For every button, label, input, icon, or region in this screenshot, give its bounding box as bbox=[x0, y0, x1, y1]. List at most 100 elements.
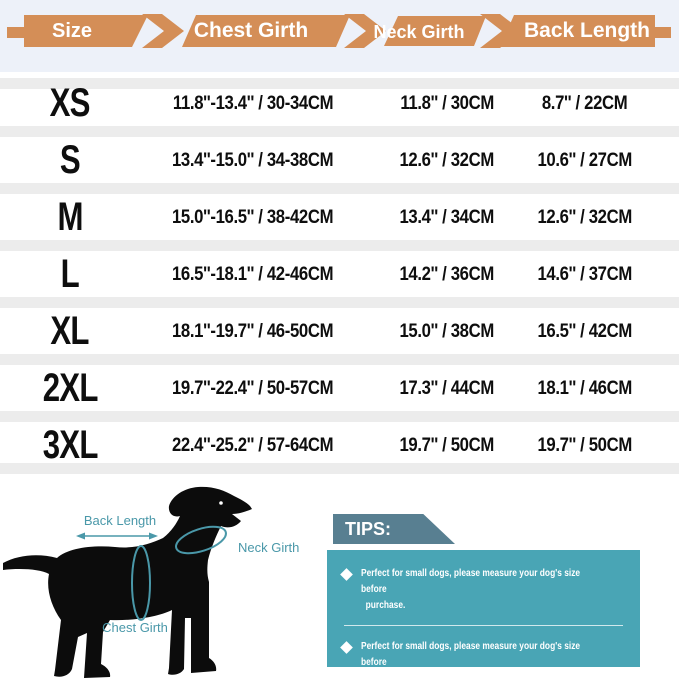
back-length-value: 19.7'' / 50CM bbox=[537, 434, 633, 456]
chest-girth-arc bbox=[131, 545, 151, 621]
ribbon-band-size bbox=[24, 15, 148, 47]
table-row: 3XL 22.4''-25.2'' / 57-64CM 19.7'' / 50C… bbox=[0, 419, 679, 472]
row-divider bbox=[0, 240, 679, 251]
back-length-value: 16.5'' / 42CM bbox=[537, 320, 633, 342]
neck-girth-cell: 11.8'' / 30CM bbox=[352, 77, 542, 130]
tip-text: Perfect for small dogs, please measure y… bbox=[361, 641, 581, 684]
row-divider bbox=[0, 78, 679, 89]
chest-girth-cell: 15.0''-16.5'' / 38-42CM bbox=[118, 191, 388, 244]
row-divider bbox=[0, 411, 679, 422]
tip-text: Perfect for small dogs, please measure y… bbox=[361, 568, 581, 611]
arrowhead-right-icon bbox=[149, 532, 158, 540]
ribbon-right-tab bbox=[655, 27, 671, 38]
neck-girth-cell: 19.7'' / 50CM bbox=[352, 419, 542, 472]
tip-item: Perfect for small dogs, please measure y… bbox=[327, 550, 640, 614]
back-length-value: 14.6'' / 37CM bbox=[537, 263, 633, 285]
neck-girth-value: 12.6'' / 32CM bbox=[399, 149, 495, 171]
table-row: M 15.0''-16.5'' / 38-42CM 13.4'' / 34CM … bbox=[0, 191, 679, 244]
column-header-size: Size bbox=[51, 20, 93, 42]
tip-item: Perfect for small dogs, please measure y… bbox=[327, 626, 640, 684]
back-length-cell: 12.6'' / 32CM bbox=[500, 191, 670, 244]
neck-girth-value: 11.8'' / 30CM bbox=[400, 92, 494, 114]
neck-girth-cell: 17.3'' / 44CM bbox=[352, 362, 542, 415]
tips-title: TIPS: bbox=[345, 519, 392, 539]
table-row: XS 11.8''-13.4'' / 30-34CM 11.8'' / 30CM… bbox=[0, 77, 679, 130]
neck-girth-value: 14.2'' / 36CM bbox=[399, 263, 495, 285]
chest-girth-cell: 11.8''-13.4'' / 30-34CM bbox=[118, 77, 388, 130]
tips-divider bbox=[344, 625, 623, 626]
back-length-cell: 10.6'' / 27CM bbox=[500, 134, 670, 187]
size-cell: 3XL bbox=[0, 419, 140, 472]
neck-girth-annotation: Neck Girth bbox=[238, 540, 300, 555]
tips-panel: Perfect for small dogs, please measure y… bbox=[327, 550, 640, 684]
neck-girth-arc bbox=[175, 525, 227, 555]
table-row: S 13.4''-15.0'' / 34-38CM 12.6'' / 32CM … bbox=[0, 134, 679, 187]
back-length-value: 18.1'' / 46CM bbox=[537, 377, 633, 399]
back-length-cell: 14.6'' / 37CM bbox=[500, 248, 670, 301]
table-row: 2XL 19.7''-22.4'' / 50-57CM 17.3'' / 44C… bbox=[0, 362, 679, 415]
size-cell: L bbox=[0, 248, 140, 301]
size-cell: XS bbox=[0, 77, 140, 130]
neck-girth-value: 15.0'' / 38CM bbox=[399, 320, 495, 342]
dog-measurement-diagram bbox=[3, 486, 252, 678]
row-divider bbox=[0, 126, 679, 137]
chest-girth-value: 19.7''-22.4'' / 50-57CM bbox=[172, 377, 334, 399]
chest-girth-annotation: Chest Girth bbox=[102, 620, 168, 635]
back-length-value: 12.6'' / 32CM bbox=[537, 206, 633, 228]
header-ribbon bbox=[7, 14, 671, 48]
table-row: XL 18.1''-19.7'' / 46-50CM 15.0'' / 38CM… bbox=[0, 305, 679, 358]
ribbon-band-chest bbox=[182, 15, 350, 47]
row-divider bbox=[0, 297, 679, 308]
row-divider bbox=[0, 354, 679, 365]
chest-girth-value: 11.8''-13.4'' / 30-34CM bbox=[172, 92, 334, 114]
tips-banner: TIPS: bbox=[333, 514, 455, 544]
chest-girth-value: 13.4''-15.0'' / 34-38CM bbox=[172, 149, 334, 171]
back-length-cell: 8.7'' / 22CM bbox=[500, 77, 670, 130]
back-length-cell: 18.1'' / 46CM bbox=[500, 362, 670, 415]
size-label: 2XL bbox=[42, 366, 99, 410]
neck-girth-value: 13.4'' / 34CM bbox=[399, 206, 495, 228]
chest-girth-cell: 16.5''-18.1'' / 42-46CM bbox=[118, 248, 388, 301]
back-length-annotation: Back Length bbox=[83, 513, 157, 528]
chest-girth-cell: 22.4''-25.2'' / 57-64CM bbox=[118, 419, 388, 472]
chest-girth-value: 18.1''-19.7'' / 46-50CM bbox=[172, 320, 334, 342]
size-label: L bbox=[60, 252, 80, 296]
size-cell: XL bbox=[0, 305, 140, 358]
row-divider bbox=[0, 463, 679, 474]
arrowhead-left-icon bbox=[76, 532, 85, 540]
back-length-cell: 16.5'' / 42CM bbox=[500, 305, 670, 358]
back-length-cell: 19.7'' / 50CM bbox=[500, 419, 670, 472]
chest-girth-value: 22.4''-25.2'' / 57-64CM bbox=[172, 434, 334, 456]
ribbon-fold-icon bbox=[142, 14, 184, 48]
chest-girth-cell: 18.1''-19.7'' / 46-50CM bbox=[118, 305, 388, 358]
table-row: L 16.5''-18.1'' / 42-46CM 14.2'' / 36CM … bbox=[0, 248, 679, 301]
neck-girth-value: 17.3'' / 44CM bbox=[399, 377, 495, 399]
ribbon-band-back bbox=[500, 15, 655, 47]
size-cell: M bbox=[0, 191, 140, 244]
back-length-value: 10.6'' / 27CM bbox=[537, 149, 633, 171]
row-divider bbox=[0, 183, 679, 194]
ribbon-fold-icon bbox=[344, 14, 386, 48]
size-cell: 2XL bbox=[0, 362, 140, 415]
column-header-chest: Chest Girth bbox=[193, 19, 309, 42]
neck-girth-cell: 15.0'' / 38CM bbox=[352, 305, 542, 358]
ribbon-band-neck bbox=[384, 16, 486, 46]
neck-girth-cell: 12.6'' / 32CM bbox=[352, 134, 542, 187]
ribbon-left-tab bbox=[7, 27, 24, 38]
size-label: 3XL bbox=[42, 423, 99, 467]
neck-girth-value: 19.7'' / 50CM bbox=[399, 434, 495, 456]
neck-girth-cell: 14.2'' / 36CM bbox=[352, 248, 542, 301]
size-label: S bbox=[59, 138, 81, 182]
diamond-bullet-icon bbox=[340, 641, 353, 654]
dog-eye-dot bbox=[219, 501, 223, 505]
chest-girth-value: 15.0''-16.5'' / 38-42CM bbox=[172, 206, 334, 228]
back-length-value: 8.7'' / 22CM bbox=[542, 92, 628, 114]
size-label: XS bbox=[49, 81, 91, 125]
dog-silhouette bbox=[3, 486, 252, 678]
size-label: XL bbox=[50, 309, 90, 353]
column-header-back: Back Length bbox=[523, 19, 651, 42]
chest-girth-cell: 13.4''-15.0'' / 34-38CM bbox=[118, 134, 388, 187]
column-header-neck: Neck Girth bbox=[373, 22, 465, 42]
chest-girth-cell: 19.7''-22.4'' / 50-57CM bbox=[118, 362, 388, 415]
